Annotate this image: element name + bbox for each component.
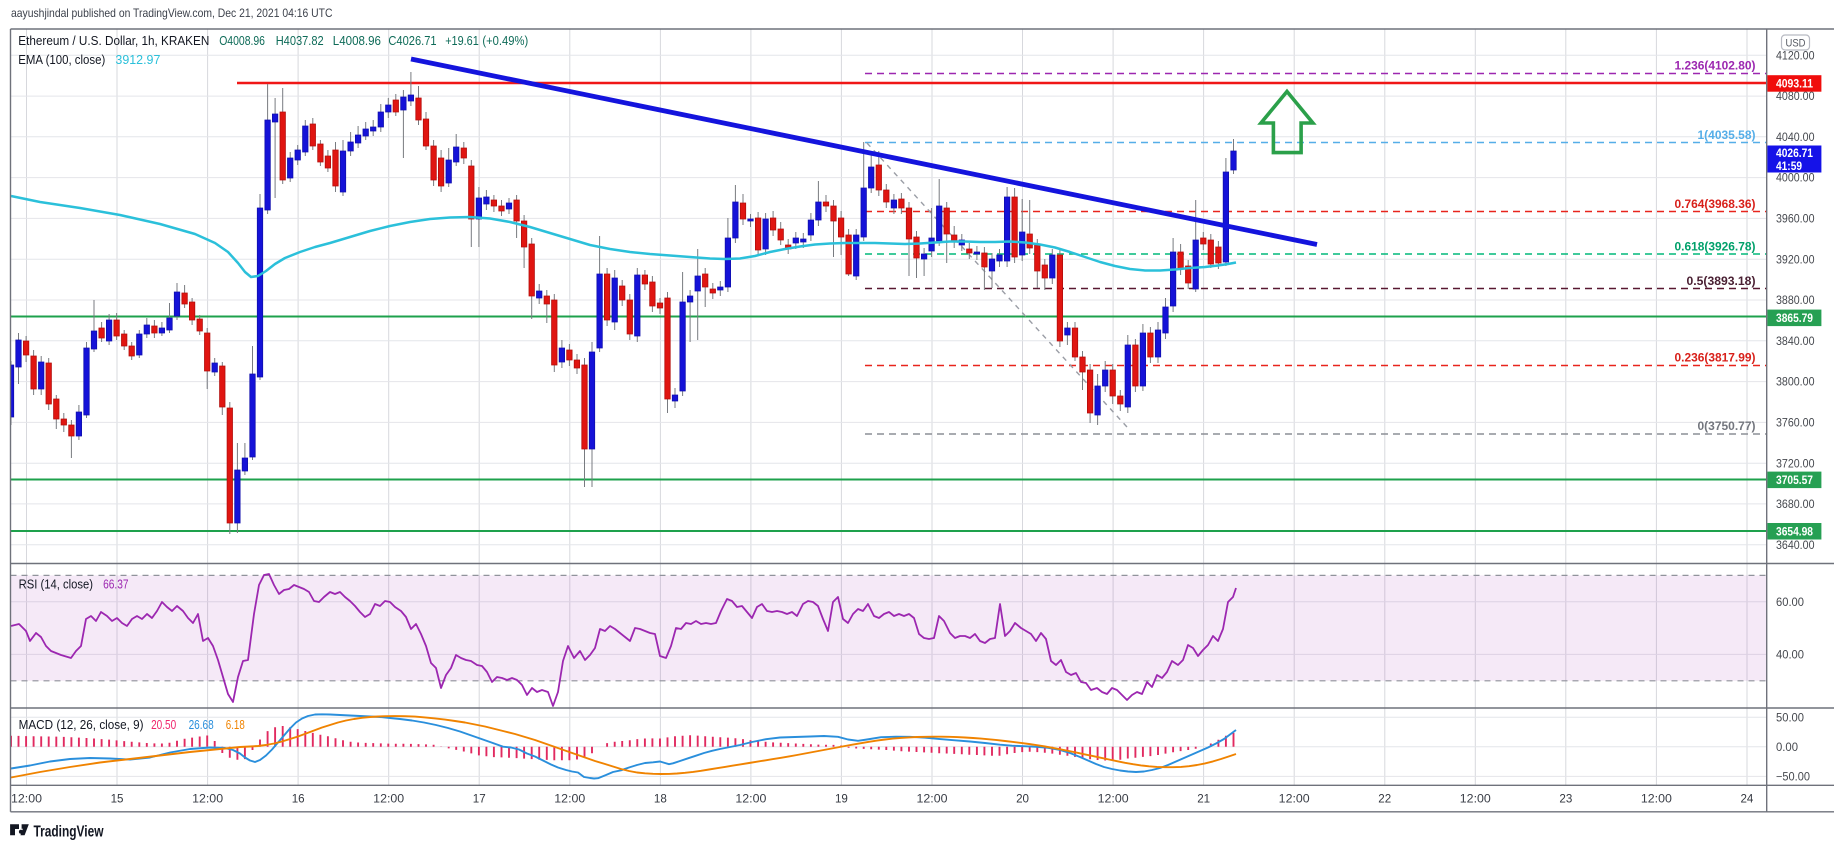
svg-text:C4026.71: C4026.71 (388, 33, 436, 48)
svg-text:3705.57: 3705.57 (1776, 474, 1813, 487)
svg-text:H4037.82: H4037.82 (276, 33, 324, 48)
svg-text:3920.00: 3920.00 (1776, 253, 1815, 266)
svg-text:Ethereum / U.S. Dollar, 1h, KR: Ethereum / U.S. Dollar, 1h, KRAKEN (18, 33, 209, 48)
svg-text:21: 21 (1197, 793, 1210, 806)
svg-text:40.00: 40.00 (1776, 649, 1804, 662)
svg-text:RSI (14, close): RSI (14, close) (19, 578, 93, 592)
svg-text:12:00: 12:00 (917, 793, 948, 806)
svg-text:3680.00: 3680.00 (1776, 498, 1815, 511)
svg-text:15: 15 (111, 793, 124, 806)
svg-text:3960.00: 3960.00 (1776, 213, 1815, 226)
svg-text:23: 23 (1559, 793, 1572, 806)
svg-text:TradingView: TradingView (34, 824, 105, 841)
svg-text:12:00: 12:00 (735, 793, 766, 806)
svg-text:aayushjindal published on Trad: aayushjindal published on TradingView.co… (11, 6, 333, 20)
svg-text:17: 17 (473, 793, 486, 806)
svg-text:6.18: 6.18 (226, 718, 245, 732)
svg-text:19: 19 (835, 793, 848, 806)
svg-text:4000.00: 4000.00 (1776, 172, 1815, 185)
svg-text:18: 18 (654, 793, 667, 806)
svg-text:3760.00: 3760.00 (1776, 416, 1815, 429)
svg-text:3640.00: 3640.00 (1776, 539, 1815, 552)
svg-text:3840.00: 3840.00 (1776, 335, 1815, 348)
svg-text:12:00: 12:00 (11, 793, 42, 806)
svg-text:3800.00: 3800.00 (1776, 376, 1815, 389)
svg-text:16: 16 (292, 793, 305, 806)
svg-text:(+0.49%): (+0.49%) (482, 33, 528, 48)
svg-text:O4008.96: O4008.96 (219, 33, 265, 48)
svg-text:41:59: 41:59 (1776, 160, 1802, 173)
svg-text:12:00: 12:00 (1098, 793, 1129, 806)
svg-text:1(4035.58): 1(4035.58) (1698, 129, 1756, 142)
svg-text:3720.00: 3720.00 (1776, 457, 1815, 470)
svg-text:24: 24 (1740, 793, 1753, 806)
svg-text:4026.71: 4026.71 (1776, 147, 1813, 160)
svg-text:12:00: 12:00 (1460, 793, 1491, 806)
svg-text:4040.00: 4040.00 (1776, 131, 1815, 144)
svg-text:4080.00: 4080.00 (1776, 90, 1815, 103)
svg-text:0.5(3893.18): 0.5(3893.18) (1687, 275, 1756, 288)
svg-text:20: 20 (1016, 793, 1029, 806)
svg-text:12:00: 12:00 (373, 793, 404, 806)
svg-text:26.68: 26.68 (189, 718, 214, 732)
svg-text:60.00: 60.00 (1776, 596, 1804, 609)
svg-text:12:00: 12:00 (1641, 793, 1672, 806)
svg-text:22: 22 (1378, 793, 1391, 806)
svg-text:3912.97: 3912.97 (115, 52, 160, 67)
svg-text:0.236(3817.99): 0.236(3817.99) (1675, 352, 1756, 365)
svg-text:12:00: 12:00 (554, 793, 585, 806)
svg-text:12:00: 12:00 (192, 793, 223, 806)
svg-text:3880.00: 3880.00 (1776, 294, 1815, 307)
svg-text:50.00: 50.00 (1776, 711, 1804, 724)
svg-text:EMA (100, close): EMA (100, close) (18, 52, 105, 67)
svg-text:4120.00: 4120.00 (1776, 49, 1815, 62)
svg-text:USD: USD (1786, 38, 1806, 50)
svg-text:0(3750.77): 0(3750.77) (1698, 420, 1756, 433)
svg-text:1.236(4102.80): 1.236(4102.80) (1675, 60, 1756, 73)
svg-text:0.618(3926.78): 0.618(3926.78) (1675, 241, 1756, 254)
svg-text:MACD (12, 26, close, 9): MACD (12, 26, close, 9) (19, 718, 144, 732)
svg-text:12:00: 12:00 (1279, 793, 1310, 806)
svg-text:3865.79: 3865.79 (1776, 312, 1813, 325)
svg-text:66.37: 66.37 (103, 578, 128, 592)
svg-text:0.00: 0.00 (1776, 741, 1798, 754)
svg-text:0.764(3968.36): 0.764(3968.36) (1675, 198, 1756, 211)
svg-text:3654.98: 3654.98 (1776, 525, 1813, 538)
svg-text:+19.61: +19.61 (445, 33, 479, 48)
svg-text:L4008.96: L4008.96 (333, 33, 381, 48)
svg-text:4093.11: 4093.11 (1776, 78, 1813, 91)
svg-text:20.50: 20.50 (151, 718, 176, 732)
svg-text:−50.00: −50.00 (1776, 771, 1810, 784)
